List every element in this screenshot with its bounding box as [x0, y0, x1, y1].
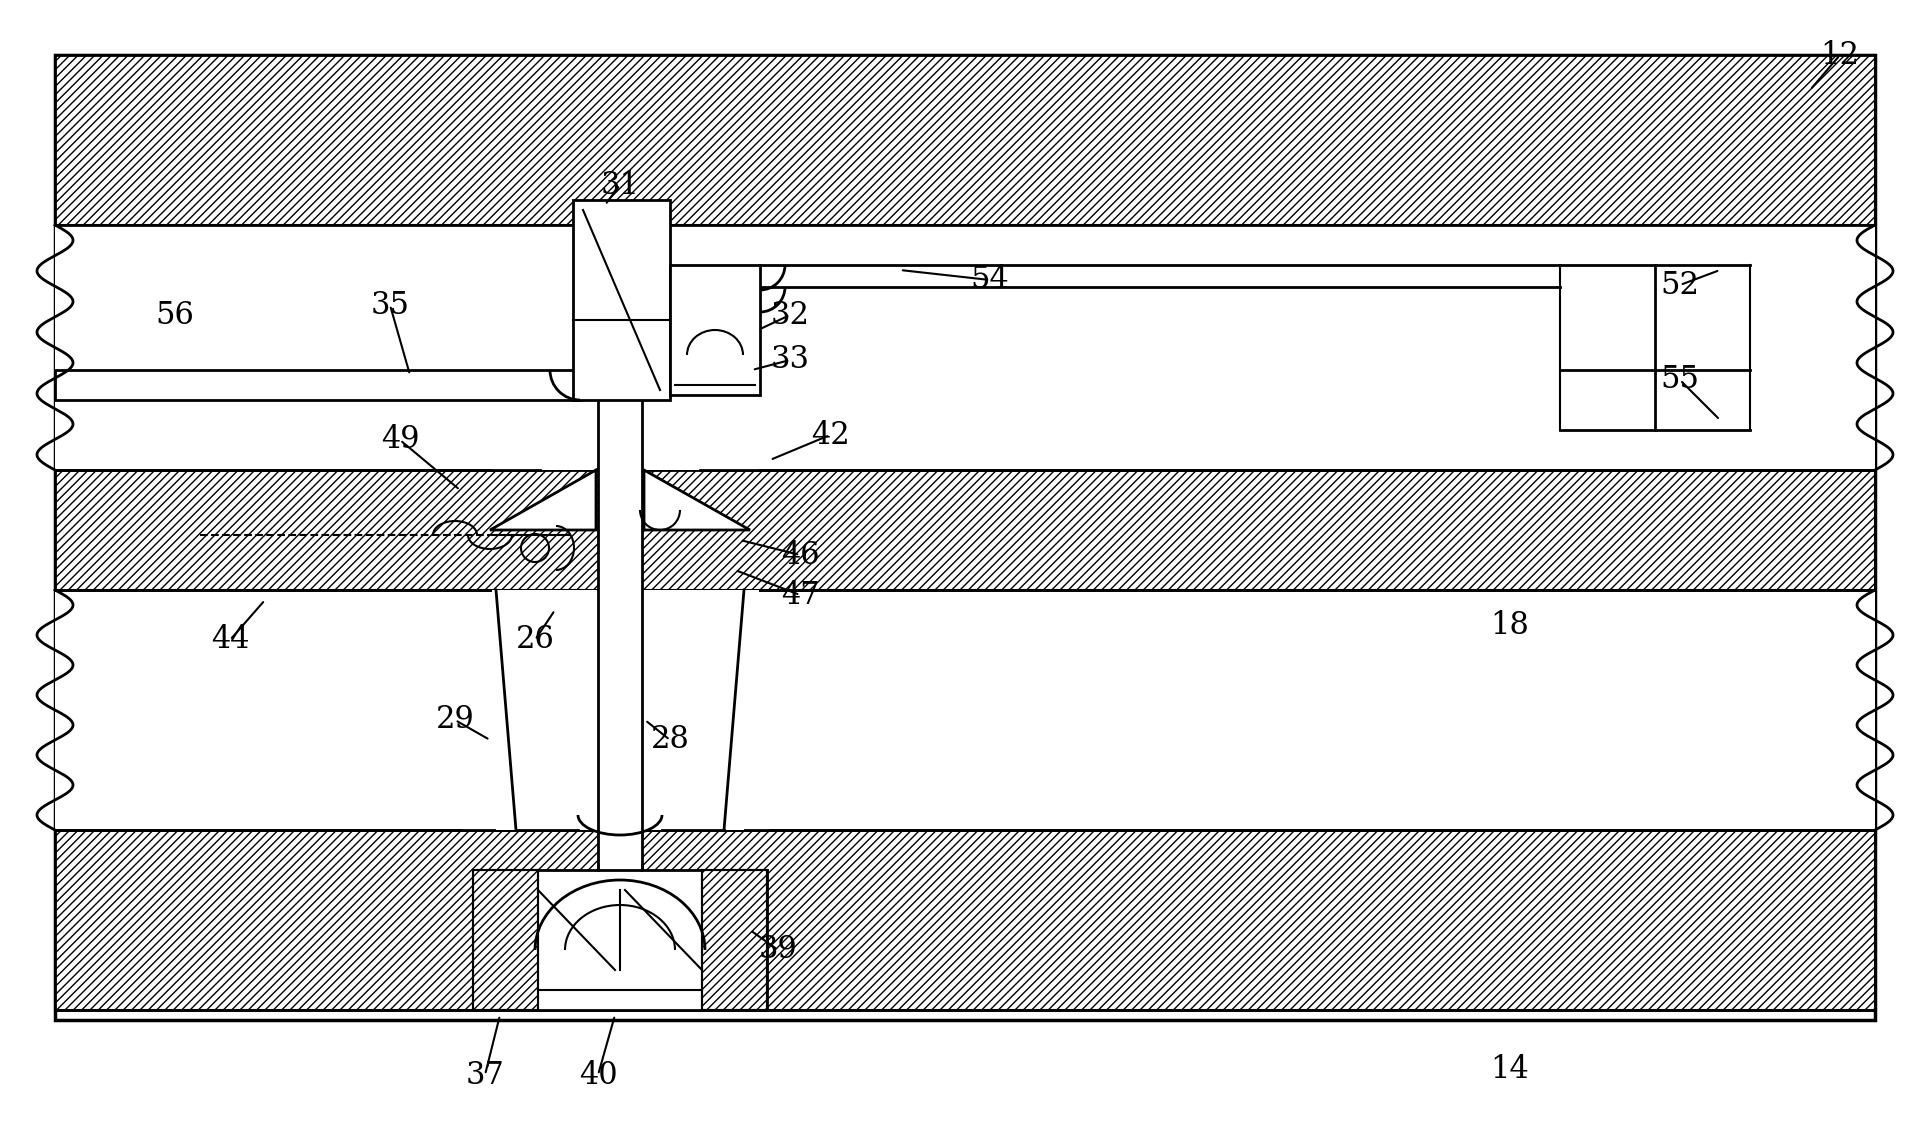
Text: 52: 52	[1660, 269, 1700, 301]
Text: 28: 28	[651, 725, 690, 756]
Bar	[701, 870, 767, 1010]
Text: 44: 44	[211, 625, 249, 655]
Polygon shape	[643, 470, 750, 530]
Text: 31: 31	[601, 170, 639, 201]
Text: 40: 40	[580, 1059, 618, 1091]
Text: 46: 46	[781, 539, 819, 570]
Bar	[54, 591, 1874, 830]
Bar	[473, 870, 537, 1010]
Text: 33: 33	[771, 344, 810, 375]
Bar	[574, 200, 670, 400]
Text: 18: 18	[1492, 610, 1530, 641]
Bar	[54, 830, 1874, 1010]
Text: 37: 37	[466, 1059, 504, 1091]
Bar	[54, 55, 1874, 225]
Text: 55: 55	[1660, 365, 1700, 396]
Bar	[473, 870, 767, 1010]
Text: 26: 26	[516, 625, 554, 655]
Text: 42: 42	[811, 420, 850, 450]
Bar	[54, 370, 580, 400]
Text: 29: 29	[435, 705, 475, 735]
Text: 49: 49	[381, 424, 419, 456]
Text: 56: 56	[156, 300, 195, 331]
Text: 54: 54	[970, 264, 1009, 295]
Bar	[54, 830, 1874, 1010]
Bar	[54, 55, 1874, 225]
Text: 47: 47	[781, 579, 819, 611]
Bar	[497, 591, 744, 830]
Bar	[670, 264, 759, 394]
Bar	[473, 870, 537, 1010]
Polygon shape	[491, 470, 595, 530]
Text: 32: 32	[771, 300, 810, 331]
Bar	[54, 470, 1874, 591]
Text: 14: 14	[1492, 1054, 1530, 1085]
Text: 12: 12	[1820, 40, 1859, 71]
Text: 39: 39	[759, 935, 798, 966]
Bar	[54, 470, 1874, 591]
Bar	[599, 225, 641, 870]
Bar	[54, 55, 1874, 1020]
Bar	[701, 870, 767, 1010]
Bar	[54, 225, 1874, 470]
Text: 35: 35	[371, 290, 410, 320]
